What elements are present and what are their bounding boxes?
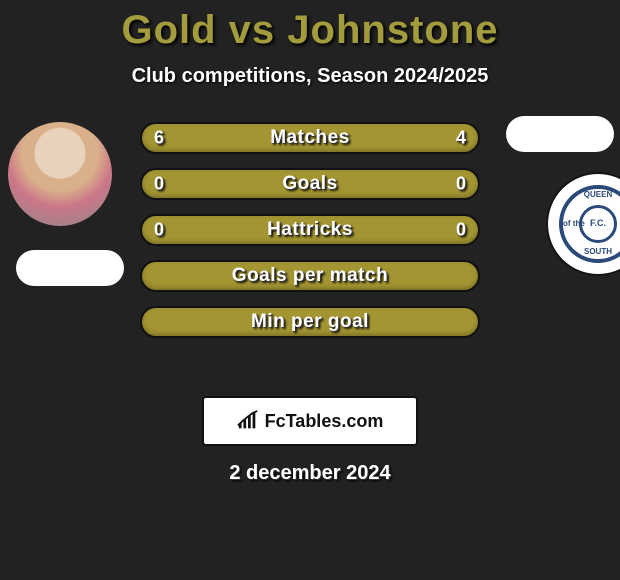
stat-right-value: 0 xyxy=(456,174,466,195)
badge-text-top: QUEEN xyxy=(584,191,612,200)
player-right-club-badge: QUEEN of the SOUTH F.C. xyxy=(548,174,620,274)
badge-text-bottom: SOUTH xyxy=(584,248,612,257)
stat-label: Matches xyxy=(270,127,350,149)
stat-bar-goals: 0 Goals 0 xyxy=(140,168,480,200)
stat-bar-gpm: Goals per match xyxy=(140,260,480,292)
stat-left-value: 0 xyxy=(154,220,164,241)
stat-label: Goals xyxy=(282,173,337,195)
stat-bar-mpg: Min per goal xyxy=(140,306,480,338)
stat-label: Hattricks xyxy=(267,219,353,241)
page-title: Gold vs Johnstone xyxy=(0,0,620,53)
stat-right-value: 4 xyxy=(456,128,466,149)
stat-bar-matches: 6 Matches 4 xyxy=(140,122,480,154)
stat-label: Min per goal xyxy=(251,311,369,333)
date-text: 2 december 2024 xyxy=(0,462,620,485)
source-logo: FcTables.com xyxy=(202,396,418,446)
stat-bars: 6 Matches 4 0 Goals 0 0 Hattricks 0 Goal… xyxy=(140,122,480,338)
stat-bar-hattricks: 0 Hattricks 0 xyxy=(140,214,480,246)
stat-left-value: 0 xyxy=(154,174,164,195)
comparison-panel: QUEEN of the SOUTH F.C. 6 Matches 4 0 Go… xyxy=(0,112,620,392)
source-logo-text: FcTables.com xyxy=(265,411,384,432)
stat-left-value: 6 xyxy=(154,128,164,149)
subtitle: Club competitions, Season 2024/2025 xyxy=(0,65,620,88)
player-right-club-pill xyxy=(506,116,614,152)
badge-text-left: of the xyxy=(563,220,585,229)
player-left-club-pill xyxy=(16,250,124,286)
stat-right-value: 0 xyxy=(456,220,466,241)
bar-chart-icon xyxy=(237,410,259,432)
stat-label: Goals per match xyxy=(232,265,388,287)
player-left-avatar xyxy=(8,122,112,226)
